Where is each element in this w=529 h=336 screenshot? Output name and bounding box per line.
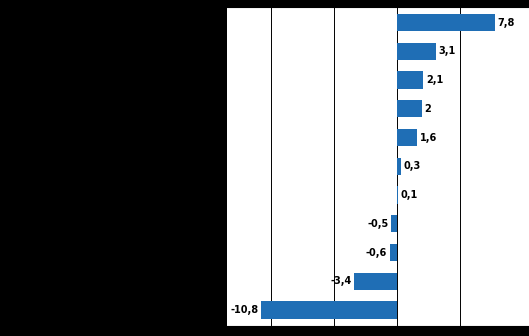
Bar — [354, 273, 397, 290]
Text: 2: 2 — [425, 104, 432, 114]
Bar — [397, 72, 423, 89]
Bar — [397, 14, 495, 31]
Bar — [397, 43, 436, 60]
Bar — [397, 186, 398, 204]
Bar — [261, 301, 397, 319]
Text: -0,5: -0,5 — [367, 219, 388, 229]
Bar — [391, 215, 397, 233]
Text: 1,6: 1,6 — [419, 133, 437, 142]
Bar — [389, 244, 397, 261]
Text: -0,6: -0,6 — [366, 248, 387, 258]
Text: 0,3: 0,3 — [403, 161, 421, 171]
Text: 0,1: 0,1 — [401, 190, 418, 200]
Text: 2,1: 2,1 — [426, 75, 443, 85]
Bar — [397, 100, 422, 118]
Bar — [397, 129, 417, 146]
Text: 7,8: 7,8 — [498, 17, 515, 28]
Text: -10,8: -10,8 — [231, 305, 259, 315]
Text: -3,4: -3,4 — [331, 276, 352, 286]
Text: 3,1: 3,1 — [439, 46, 456, 56]
Bar — [397, 158, 401, 175]
